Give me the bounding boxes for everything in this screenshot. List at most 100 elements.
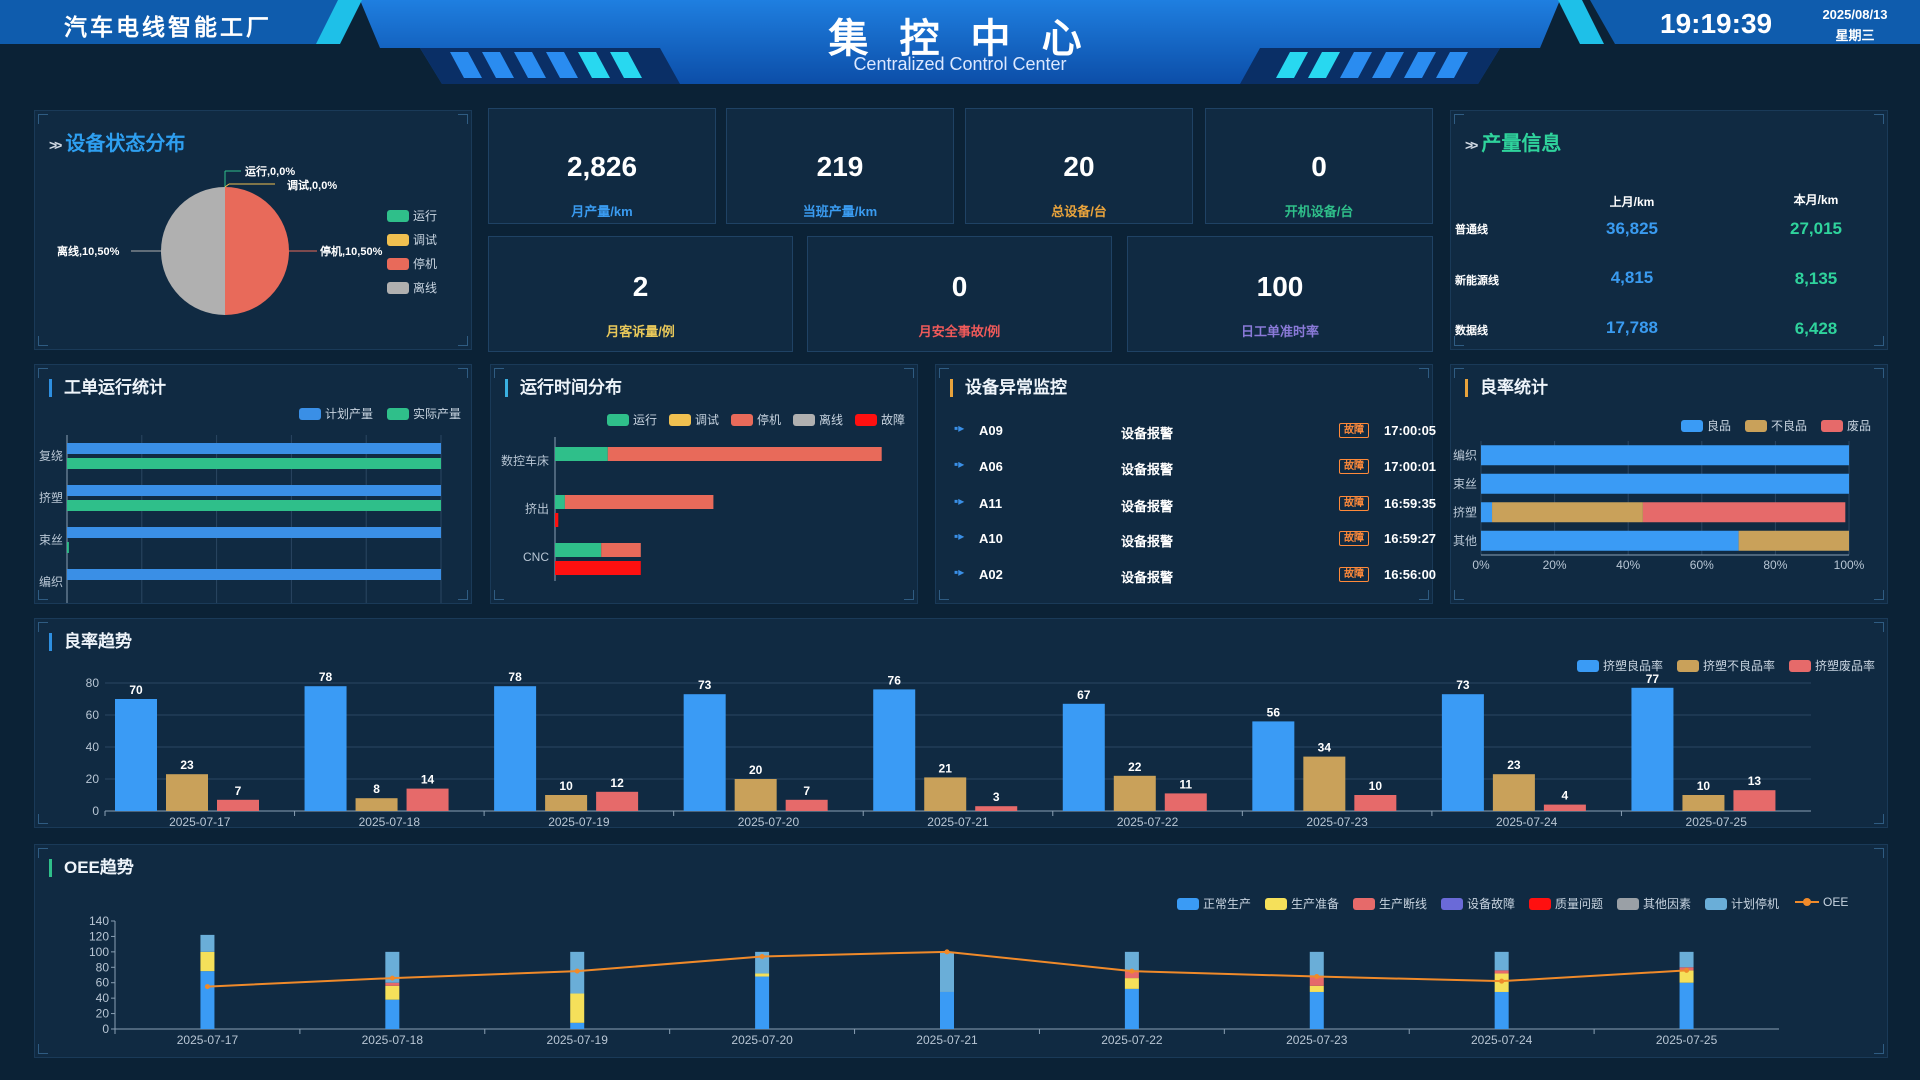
legend-extrusion-good[interactable]: 挤塑良品率	[1577, 657, 1663, 674]
data-label: 21	[939, 761, 953, 775]
clock-time: 19:19:39	[1660, 8, 1773, 39]
bar-挤塑良品率	[1631, 687, 1674, 811]
header-bar: 汽车电线智能工厂 集 控 中 心 Centralized Control Cen…	[0, 0, 1920, 90]
col-this-month: 本月/km	[1793, 193, 1839, 207]
bar-正常生产	[1124, 988, 1139, 1029]
bar-计划停机	[940, 951, 954, 992]
data-label: 13	[1748, 774, 1762, 788]
y-tick-label: 挤塑	[1453, 504, 1477, 519]
data-label: 77	[1646, 672, 1660, 686]
runtime-title: 运行时间分布	[505, 379, 622, 397]
alarm-message: 设备报警	[1121, 570, 1174, 585]
data-label: 22	[1128, 760, 1142, 774]
yield-stats-title: 良率统计	[1465, 379, 1548, 397]
data-label: 70	[129, 683, 143, 697]
bar-挤塑良品率	[1252, 721, 1295, 811]
col-last-month: 上月/km	[1609, 195, 1655, 209]
bar-生产断线	[1309, 976, 1324, 986]
bar-计划停机	[1124, 951, 1139, 971]
kpi-complaints: 2 月客诉量/例	[488, 236, 793, 352]
legend-planned[interactable]: 计划产量	[299, 405, 373, 422]
alarm-device-id: A06	[979, 459, 1003, 474]
legend-fault[interactable]: 故障	[855, 411, 905, 428]
bar-计划停机	[1309, 951, 1324, 977]
legend-offline[interactable]: 离线	[387, 279, 437, 296]
legend-debug[interactable]: 调试	[387, 231, 437, 248]
legend-stopped[interactable]: 停机	[387, 255, 437, 272]
bar-运行	[555, 543, 602, 557]
data-label: 10	[1369, 779, 1383, 793]
legend-defective[interactable]: 不良品	[1745, 417, 1807, 434]
x-tick-label: 60%	[1690, 558, 1714, 572]
bar-运行	[555, 447, 608, 461]
row-name: 数据线	[1455, 325, 1488, 337]
legend-oee-3[interactable]: 设备故障	[1441, 895, 1515, 912]
alarm-time: 17:00:01	[1384, 459, 1437, 474]
x-tick-label: 2025-07-20	[731, 1033, 793, 1047]
alarm-row[interactable]: ▪▸ A11 设备报警 故障 16:59:35	[954, 492, 1436, 516]
alarm-row[interactable]: ▪▸ A06 设备报警 故障 17:00:01	[954, 455, 1436, 479]
y-tick-label: 140	[89, 914, 109, 928]
bar-挤塑废品率	[975, 806, 1018, 811]
alarm-device-id: A10	[979, 531, 1003, 546]
kpi-total-devices: 20 总设备/台	[965, 108, 1193, 224]
legend-debug[interactable]: 调试	[669, 411, 719, 428]
y-tick-label: 其他	[1453, 534, 1477, 548]
kpi-monthly-output: 2,826 月产量/km	[488, 108, 716, 224]
bar-正常生产	[570, 1022, 585, 1029]
kpi-label: 月客诉量/例	[606, 324, 675, 339]
oee-point	[574, 968, 580, 974]
clock-weekday: 星期三	[1835, 28, 1875, 43]
y-tick-label: 挤塑	[39, 490, 63, 505]
bar-不良品	[1738, 530, 1849, 551]
alarm-row[interactable]: ▪▸ A09 设备报警 故障 17:00:05	[954, 419, 1436, 443]
bar-挤塑不良品率	[166, 774, 208, 811]
bar-挤塑良品率	[304, 686, 347, 811]
legend-oee-2[interactable]: 生产断线	[1353, 895, 1427, 912]
alarm-message: 设备报警	[1121, 499, 1174, 514]
data-label: 12	[610, 776, 624, 790]
legend-oee-6[interactable]: 计划停机	[1705, 895, 1779, 912]
data-label: 73	[698, 678, 712, 692]
y-tick-label: 编织	[39, 574, 63, 589]
y-tick-label: 80	[96, 960, 110, 974]
page-subtitle: Centralized Control Center	[853, 54, 1067, 74]
yield-stats-chart: 0% 20% 40% 60% 80% 100% 其他 挤塑 束丝 编织	[1453, 441, 1865, 572]
clock-date: 2025/08/13	[1822, 7, 1888, 22]
kpi-value: 2	[632, 271, 649, 302]
alarm-row[interactable]: ▪▸ A02 设备报警 故障 16:56:00	[954, 563, 1436, 587]
bar-生产准备	[1309, 985, 1324, 992]
yield-trend-chart: 0 20 40 60 80 2025-07-17 70 23 7 2025-07-18 78 8 14 2…	[86, 670, 1811, 829]
oee-trend-panel: OEE趋势 0 20 40 60 80 100 120 140 2025-07-17 2025-0…	[34, 844, 1888, 1058]
legend-stopped[interactable]: 停机	[731, 411, 781, 428]
alarm-badge: 故障	[1339, 496, 1369, 511]
x-tick-label: 2025-07-17	[177, 1033, 239, 1047]
y-tick-label: 40	[86, 740, 100, 754]
data-label: 23	[1507, 758, 1521, 772]
bar-挤塑废品率	[1733, 790, 1776, 811]
legend-extrusion-scrap[interactable]: 挤塑废品率	[1789, 657, 1875, 674]
legend-oee-5[interactable]: 其他因素	[1617, 895, 1691, 912]
legend-extrusion-defective[interactable]: 挤塑不良品率	[1677, 657, 1775, 674]
legend-oee-4[interactable]: 质量问题	[1529, 895, 1603, 912]
bar-生产准备	[1124, 978, 1139, 989]
bar-正常生产	[1494, 991, 1509, 1029]
alarm-badge: 故障	[1339, 567, 1369, 582]
kpi-value: 20	[1063, 151, 1095, 182]
legend-oee-1[interactable]: 生产准备	[1265, 895, 1339, 912]
kpi-label: 月产量/km	[571, 204, 633, 219]
legend-oee-0[interactable]: 正常生产	[1177, 895, 1251, 912]
legend-scrap[interactable]: 废品	[1821, 417, 1871, 434]
legend-actual[interactable]: 实际产量	[387, 405, 461, 422]
legend-oee-7[interactable]: OEE	[1795, 895, 1848, 909]
kpi-value: 219	[816, 151, 864, 182]
bar-计划产量	[67, 569, 441, 580]
x-tick-label: 2025-07-22	[1117, 815, 1179, 829]
legend-offline[interactable]: 离线	[793, 411, 843, 428]
legend-running[interactable]: 运行	[607, 411, 657, 428]
legend-running[interactable]: 运行	[387, 207, 437, 224]
production-panel: >> 产量信息 上月/km 本月/km 普通线 36,825 27,015 新能源…	[1450, 110, 1888, 350]
alarm-row[interactable]: ▪▸ A10 设备报警 故障 16:59:27	[954, 527, 1436, 551]
legend-good[interactable]: 良品	[1681, 417, 1731, 434]
